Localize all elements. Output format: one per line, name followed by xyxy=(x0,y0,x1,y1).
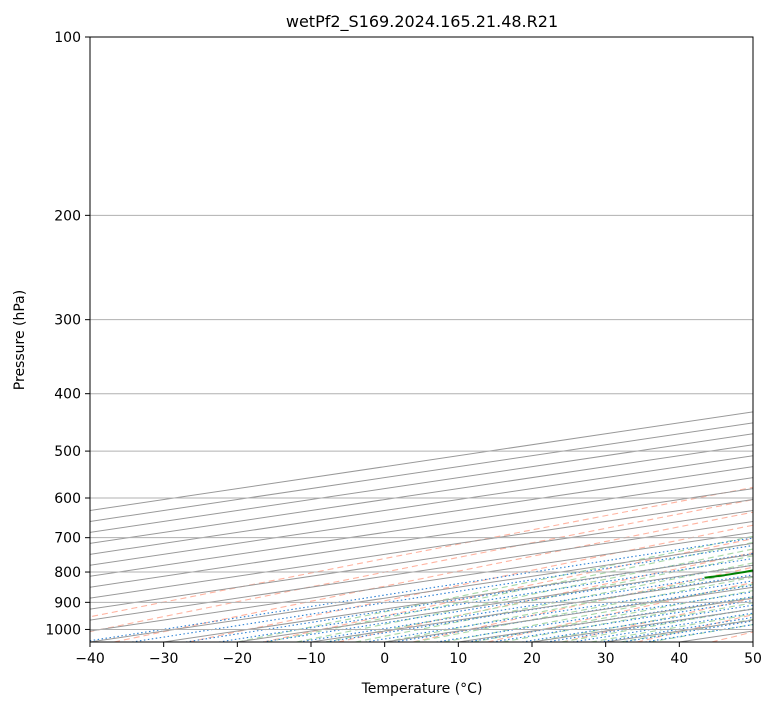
chart-title: wetPf2_S169.2024.165.21.48.R21 xyxy=(286,12,558,32)
x-axis-ticks: −40 −30 −20 −10 0 10 20 30 40 50 xyxy=(75,642,762,667)
y-tick-label: 200 xyxy=(54,208,81,224)
isotherms xyxy=(90,411,753,642)
plot-frame xyxy=(89,36,754,643)
mixing-ratio-line xyxy=(492,599,753,642)
isotherm-line xyxy=(90,444,753,544)
mixing-ratio-line xyxy=(185,553,753,642)
dry-adiabat-line xyxy=(263,538,753,642)
x-axis-label: Temperature (°C) xyxy=(361,681,483,697)
y-tick-label: 800 xyxy=(54,565,81,581)
x-tick-label: 30 xyxy=(597,651,615,667)
isotherm-line xyxy=(90,509,753,610)
background-lines xyxy=(90,37,753,642)
y-tick-label: 300 xyxy=(54,313,81,329)
y-tick-label: 100 xyxy=(54,30,81,46)
moist-adiabat-line xyxy=(296,548,753,642)
moist-adiabat-line xyxy=(325,555,753,642)
x-tick-label: 20 xyxy=(523,651,541,667)
isotherm-line xyxy=(90,477,753,577)
x-tick-label: 50 xyxy=(744,651,762,667)
dry-adiabat-line xyxy=(90,499,753,633)
x-tick-label: −20 xyxy=(223,651,253,667)
x-tick-label: −30 xyxy=(149,651,179,667)
dry-adiabat-line xyxy=(188,524,753,642)
mixing-ratio-line xyxy=(131,544,753,642)
x-tick-label: 40 xyxy=(670,651,688,667)
y-tick-label: 1000 xyxy=(45,622,81,638)
mixing-ratio-line xyxy=(90,537,753,642)
isotherm-line xyxy=(90,499,753,599)
dry-adiabat-line xyxy=(487,581,753,642)
mixing-ratio-line xyxy=(522,604,753,642)
y-tick-label: 500 xyxy=(54,444,81,460)
x-tick-label: 10 xyxy=(449,651,467,667)
moist-adiabat-line xyxy=(384,569,753,642)
y-tick-label: 400 xyxy=(54,387,81,403)
mixing-ratio-line xyxy=(572,612,753,642)
moist-adiabat-line xyxy=(473,590,753,642)
y-tick-label: 600 xyxy=(54,491,81,507)
y-tick-label: 900 xyxy=(54,595,81,611)
pressure-gridlines xyxy=(90,37,753,630)
x-tick-label: −10 xyxy=(296,651,326,667)
isotherm-line xyxy=(90,531,753,632)
isotherm-line xyxy=(90,466,753,566)
y-axis-ticks: 100 200 300 400 500 600 700 800 900 1000 xyxy=(45,30,90,638)
x-tick-label: 0 xyxy=(380,651,389,667)
isotherm-line xyxy=(90,520,753,621)
x-tick-label: −40 xyxy=(75,651,105,667)
y-axis-label: Pressure (hPa) xyxy=(12,290,28,390)
dry-adiabat-line xyxy=(90,486,753,618)
isotherm-line xyxy=(90,455,753,555)
moist-adiabat-line xyxy=(266,541,753,642)
isotherm-line xyxy=(90,488,753,588)
mixing-ratio-line xyxy=(599,616,753,642)
mixing-ratio-line xyxy=(218,557,753,642)
y-tick-label: 700 xyxy=(54,531,81,547)
